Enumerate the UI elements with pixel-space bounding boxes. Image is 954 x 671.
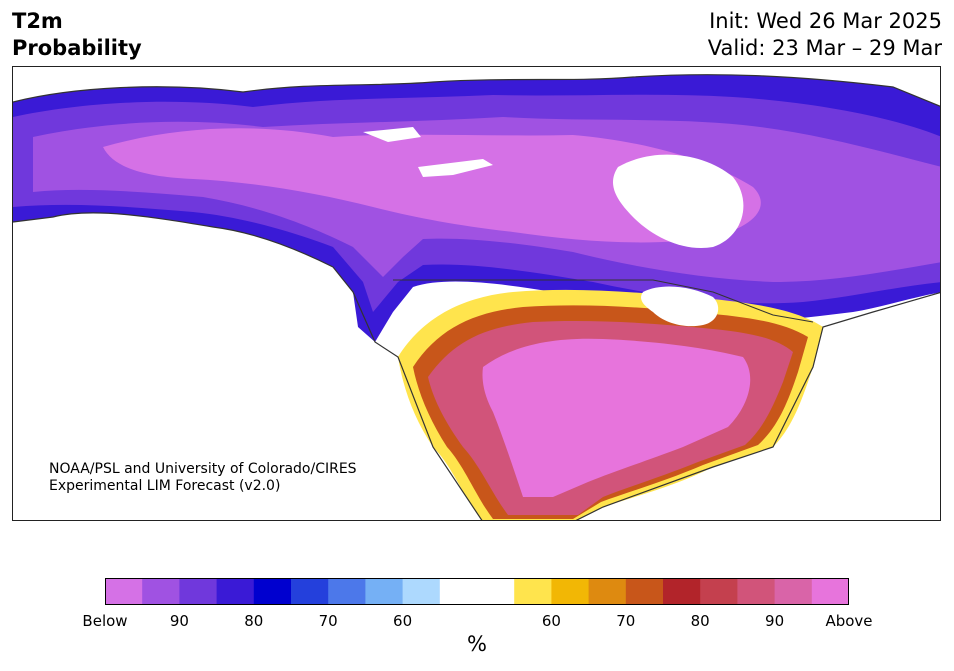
colorbar-swatch — [551, 578, 590, 605]
colorbar-swatch — [625, 578, 664, 605]
credit-line-1: NOAA/PSL and University of Colorado/CIRE… — [49, 461, 357, 477]
colorbar-units: % — [467, 632, 487, 656]
colorbar-swatch — [365, 578, 404, 605]
colorbar-tick-label: Below — [82, 612, 128, 630]
forecast-dates: Init: Wed 26 Mar 2025 Valid: 23 Mar – 29… — [708, 8, 942, 62]
map-lake-1 — [363, 127, 421, 142]
colorbar-swatch — [142, 578, 180, 605]
map-lake-2 — [418, 159, 493, 177]
colorbar-swatch — [588, 578, 627, 605]
colorbar-border — [105, 578, 849, 605]
colorbar-swatch — [811, 578, 849, 605]
chart-title: T2m Probability — [12, 8, 142, 62]
colorbar-swatch — [477, 578, 515, 605]
colorbar-swatch — [291, 578, 329, 605]
valid-range: Valid: 23 Mar – 29 Mar — [707, 36, 942, 60]
map-hudson-bay — [613, 154, 744, 248]
colorbar-tick-label: 80 — [244, 612, 264, 630]
colorbar-tick-label: 80 — [690, 612, 710, 630]
colorbar-tick-label: 60 — [541, 612, 561, 630]
init-date: Init: Wed 26 Mar 2025 — [709, 9, 942, 33]
colorbar-swatch — [179, 578, 218, 605]
colorbar-tick-label: 90 — [765, 612, 785, 630]
colorbar — [105, 578, 849, 605]
probability-map — [12, 66, 941, 521]
colorbar-swatch — [402, 578, 441, 605]
credit-line-2: Experimental LIM Forecast (v2.0) — [49, 478, 281, 494]
map-coastline — [13, 74, 940, 520]
colorbar-swatches — [105, 578, 849, 605]
map-region-north-core — [103, 128, 761, 243]
colorbar-swatch — [216, 578, 255, 605]
credit-text: NOAA/PSL and University of Colorado/CIRE… — [49, 461, 357, 495]
title-line-1: T2m — [12, 9, 63, 33]
colorbar-tick-label: 90 — [169, 612, 189, 630]
colorbar-tick-label: 70 — [318, 612, 338, 630]
map-border-canada-us — [393, 279, 814, 323]
colorbar-swatch — [700, 578, 738, 605]
map-canvas — [13, 74, 940, 520]
colorbar-swatch — [105, 578, 143, 605]
title-line-2: Probability — [12, 36, 142, 60]
colorbar-swatch — [253, 578, 292, 605]
map-region-south-core — [482, 338, 751, 497]
map-great-lakes — [641, 286, 719, 327]
colorbar-tick-label: Above — [825, 612, 873, 630]
colorbar-tick-label: 60 — [393, 612, 413, 630]
colorbar-swatch — [774, 578, 813, 605]
colorbar-tick-label: 70 — [616, 612, 636, 630]
colorbar-swatch — [439, 578, 478, 605]
colorbar-swatch — [514, 578, 552, 605]
colorbar-swatch — [328, 578, 366, 605]
colorbar-swatch — [737, 578, 776, 605]
colorbar-swatch — [663, 578, 701, 605]
